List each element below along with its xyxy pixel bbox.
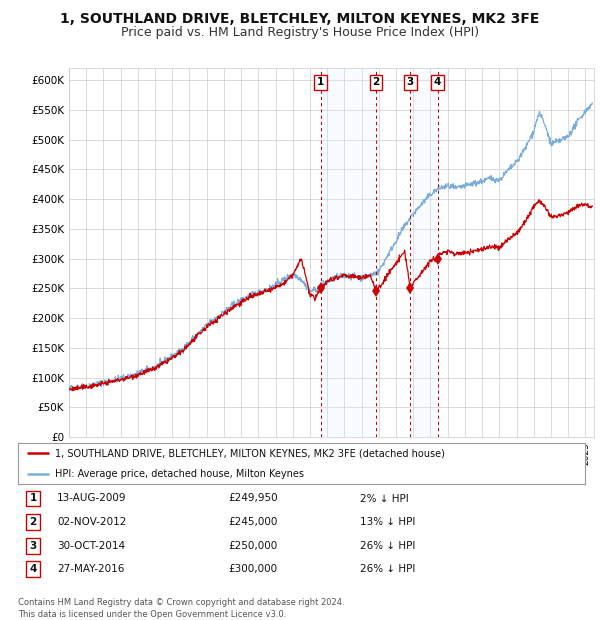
Text: 02-NOV-2012: 02-NOV-2012: [57, 517, 127, 527]
Text: 3: 3: [29, 541, 37, 551]
Bar: [410, 68, 437, 437]
Text: 26% ↓ HPI: 26% ↓ HPI: [360, 541, 415, 551]
Text: 1: 1: [29, 494, 37, 503]
Text: 13% ↓ HPI: 13% ↓ HPI: [360, 517, 415, 527]
Text: 2% ↓ HPI: 2% ↓ HPI: [360, 494, 409, 503]
Text: £250,000: £250,000: [228, 541, 277, 551]
Text: £245,000: £245,000: [228, 517, 277, 527]
Text: 4: 4: [434, 78, 441, 87]
Text: Price paid vs. HM Land Registry's House Price Index (HPI): Price paid vs. HM Land Registry's House …: [121, 26, 479, 39]
Text: HPI: Average price, detached house, Milton Keynes: HPI: Average price, detached house, Milt…: [55, 469, 304, 479]
Text: 3: 3: [407, 78, 414, 87]
Text: 4: 4: [29, 564, 37, 574]
Bar: [320, 68, 376, 437]
Text: 13-AUG-2009: 13-AUG-2009: [57, 494, 127, 503]
Text: 1, SOUTHLAND DRIVE, BLETCHLEY, MILTON KEYNES, MK2 3FE: 1, SOUTHLAND DRIVE, BLETCHLEY, MILTON KE…: [61, 12, 539, 27]
Text: 1: 1: [317, 78, 324, 87]
Text: 1, SOUTHLAND DRIVE, BLETCHLEY, MILTON KEYNES, MK2 3FE (detached house): 1, SOUTHLAND DRIVE, BLETCHLEY, MILTON KE…: [55, 448, 445, 458]
Text: 30-OCT-2014: 30-OCT-2014: [57, 541, 125, 551]
Text: Contains HM Land Registry data © Crown copyright and database right 2024.
This d: Contains HM Land Registry data © Crown c…: [18, 598, 344, 619]
Text: 2: 2: [29, 517, 37, 527]
Text: £249,950: £249,950: [228, 494, 278, 503]
Text: £300,000: £300,000: [228, 564, 277, 574]
Text: 27-MAY-2016: 27-MAY-2016: [57, 564, 124, 574]
Text: 26% ↓ HPI: 26% ↓ HPI: [360, 564, 415, 574]
Text: 2: 2: [373, 78, 380, 87]
